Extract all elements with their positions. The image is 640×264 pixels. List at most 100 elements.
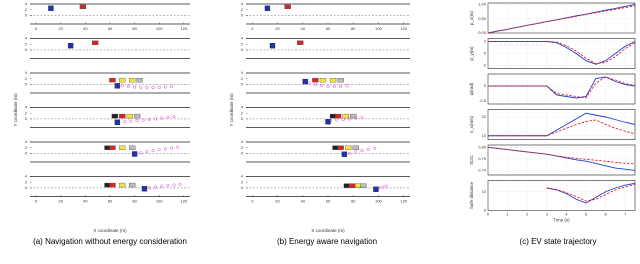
- vehicle: [79, 4, 87, 10]
- y-tick-label: 2: [25, 41, 28, 46]
- x-tick-label: 120: [400, 26, 407, 31]
- vehicle: [345, 145, 352, 150]
- y-tick-label: 4: [241, 1, 244, 6]
- x-tick-label: 0: [251, 199, 254, 204]
- ego-vehicle: [67, 42, 74, 49]
- vehicle: [352, 145, 359, 150]
- y-tick-label: 4: [25, 174, 28, 179]
- y-tick-label: 2: [241, 76, 244, 81]
- y-tick-label: 0: [484, 83, 487, 88]
- y-axis-label: ψ(rad): [469, 82, 474, 95]
- ego-vehicle: [302, 78, 308, 85]
- x-tick-label: 60: [326, 199, 331, 204]
- trajectory-point: [380, 185, 384, 189]
- trajectory-point: [151, 86, 155, 90]
- vehicle: [111, 113, 119, 119]
- trajectory-point: [153, 185, 158, 189]
- y-tick-label: 4: [241, 174, 244, 179]
- trajectory-point: [169, 146, 174, 150]
- trajectory-point: [135, 119, 139, 123]
- x-axis-label: X coordinate (m): [93, 228, 127, 233]
- vehicle: [109, 77, 116, 83]
- caption-c: (c) EV state trajectory: [520, 237, 597, 246]
- x-axis-label: X coordinate (m): [311, 228, 345, 233]
- y-tick-label: 0.70: [478, 167, 487, 172]
- trajectory-point: [326, 84, 330, 88]
- trajectory-point: [172, 183, 176, 187]
- caption-a: (a) Navigation without energy considerat…: [33, 237, 187, 246]
- trajectory-point: [129, 119, 133, 123]
- plot-frame: [487, 73, 636, 105]
- plot-frame: [487, 109, 636, 140]
- x-tick-label: 40: [83, 199, 88, 204]
- ego-vehicle: [114, 83, 121, 89]
- y-tick-label: 1.00: [478, 1, 487, 6]
- vehicle: [109, 182, 116, 188]
- vehicle: [126, 113, 133, 119]
- vehicle: [133, 113, 141, 119]
- x-axis-label: Time (s): [553, 218, 570, 223]
- state-line: [546, 182, 636, 204]
- x-tick-label: 120: [400, 199, 407, 204]
- trajectory-point: [354, 150, 358, 154]
- trajectory-point: [160, 116, 164, 120]
- y-tick-label: 4: [241, 139, 244, 144]
- y-tick-label: 4: [25, 1, 28, 6]
- trajectory-point: [172, 115, 176, 119]
- trajectory-point: [120, 84, 124, 88]
- y-tick-label: 0: [241, 150, 244, 155]
- trajectory-point: [163, 85, 167, 89]
- trajectory-point: [366, 147, 370, 151]
- vehicle: [360, 183, 367, 188]
- trajectory-point: [147, 117, 151, 122]
- y-tick-label: 0: [241, 185, 244, 190]
- y-axis-label: Y coordinate (m): [13, 93, 18, 127]
- trajectory-point: [354, 116, 358, 120]
- trajectory-point: [347, 117, 351, 121]
- vehicle: [334, 113, 342, 119]
- y-tick-label: 0: [484, 208, 487, 213]
- state-line: [488, 112, 636, 137]
- ego-vehicle: [141, 186, 148, 192]
- x-tick-label: 6: [604, 212, 607, 217]
- trajectory-point: [139, 85, 143, 89]
- vehicle: [129, 77, 136, 83]
- x-tick-label: 60: [108, 26, 113, 31]
- x-tick-label: 20: [59, 199, 64, 204]
- trajectory-point: [157, 148, 161, 152]
- x-tick-label: 0: [251, 26, 254, 31]
- trajectory-point: [123, 120, 127, 124]
- vehicle: [136, 77, 143, 83]
- vehicle: [129, 145, 136, 150]
- x-tick-label: 100: [156, 199, 163, 204]
- x-tick-label: 20: [275, 199, 280, 204]
- vehicle: [92, 40, 99, 45]
- vehicle: [297, 40, 304, 45]
- x-tick-label: 0: [35, 199, 38, 204]
- ego-vehicle: [269, 42, 276, 49]
- x-tick-label: 3: [546, 212, 549, 217]
- ego-vehicle: [325, 119, 331, 125]
- trajectory-point: [145, 86, 149, 90]
- y-tick-label: 10: [482, 189, 487, 194]
- vehicle: [337, 145, 344, 150]
- ego-vehicle: [48, 5, 54, 11]
- trajectory-point: [345, 84, 349, 88]
- trajectory-point: [157, 85, 161, 89]
- trajectory-point: [307, 81, 311, 85]
- x-tick-label: 80: [351, 26, 356, 31]
- state-line: [487, 5, 636, 34]
- y-axis-label: Y coordinate (m): [229, 93, 234, 127]
- trajectory-point: [166, 184, 170, 188]
- y-tick-label: -0.5: [479, 98, 487, 103]
- vehicle: [312, 77, 319, 83]
- trajectory-point: [153, 117, 158, 121]
- y-tick-label: 4: [25, 36, 28, 41]
- x-tick-label: 5: [585, 212, 588, 217]
- y-tick-label: 0: [25, 12, 28, 17]
- y-tick-label: 2: [25, 110, 28, 115]
- y-tick-label: 4: [25, 70, 28, 75]
- ego-vehicle: [341, 151, 348, 157]
- y-tick-label: 2: [241, 41, 244, 46]
- y-tick-label: 15: [482, 133, 487, 138]
